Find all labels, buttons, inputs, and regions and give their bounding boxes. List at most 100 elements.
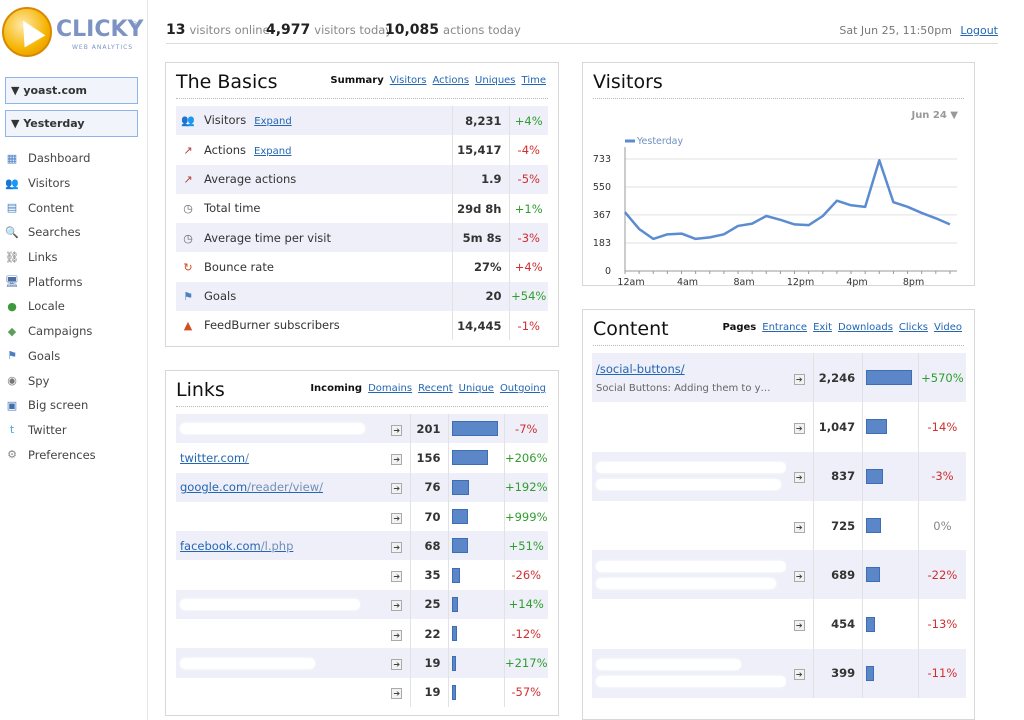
data-point[interactable] <box>877 158 882 163</box>
basics-row[interactable]: ◷ Average time per visit 5m 8s -3% <box>176 223 548 253</box>
content-row[interactable]: /social-buttons/Social Buttons: Adding t… <box>592 353 966 403</box>
content-tab-clicks[interactable]: Clicks <box>898 322 928 333</box>
data-point[interactable] <box>665 232 670 237</box>
link-row[interactable]: twitter.com/ ➔ 156 +206% <box>176 443 548 473</box>
referrer-link[interactable]: google.com/reader/view/ <box>180 480 323 494</box>
basics-tab-summary[interactable]: Summary <box>330 75 384 86</box>
data-point[interactable] <box>820 213 825 218</box>
data-point[interactable] <box>806 223 811 228</box>
content-row[interactable]: ➔ 1,047 -14% <box>592 402 966 452</box>
link-row[interactable]: ➔ 201 -7% <box>176 414 548 444</box>
data-point[interactable] <box>849 203 854 208</box>
basics-row[interactable]: ↗ Actions Expand 15,417 -4% <box>176 135 548 165</box>
link-row[interactable]: ➔ 35 -26% <box>176 560 548 590</box>
visitors-online-stat[interactable]: 13 visitors online <box>166 22 270 38</box>
nav-item-content[interactable]: ▤ Content <box>4 195 96 220</box>
referrer-link[interactable]: facebook.com/l.php <box>180 539 293 553</box>
data-point[interactable] <box>721 232 726 237</box>
clicky-logo[interactable]: CLICKY ® WEB ANALYTICS <box>2 7 143 59</box>
nav-item-dashboard[interactable]: ▦ Dashboard <box>4 146 96 171</box>
visitors-today-stat[interactable]: 4,977 visitors today <box>266 22 392 38</box>
basics-tab-time[interactable]: Time <box>521 75 546 86</box>
basics-row[interactable]: ↻ Bounce rate 27% +4% <box>176 252 548 282</box>
links-tab-recent[interactable]: Recent <box>418 383 453 394</box>
data-point[interactable] <box>736 223 741 228</box>
link-row[interactable]: ➔ 25 +14% <box>176 589 548 620</box>
outbound-arrow-icon[interactable]: ➔ <box>793 472 805 484</box>
data-point[interactable] <box>679 231 684 236</box>
data-point[interactable] <box>637 226 642 231</box>
nav-item-big-screen[interactable]: ▣ Big screen <box>4 393 96 418</box>
data-point[interactable] <box>693 236 698 241</box>
outbound-arrow-icon[interactable]: ➔ <box>391 512 403 524</box>
nav-item-spy[interactable]: ◉ Spy <box>4 368 96 393</box>
outbound-arrow-icon[interactable]: ➔ <box>793 669 805 681</box>
outbound-arrow-icon[interactable]: ➔ <box>391 424 403 436</box>
outbound-arrow-icon[interactable]: ➔ <box>391 483 403 495</box>
data-point[interactable] <box>778 217 783 222</box>
data-point[interactable] <box>905 204 910 209</box>
content-tab-downloads[interactable]: Downloads <box>838 322 893 333</box>
link-row[interactable]: google.com/reader/view/ ➔ 76 +192% <box>176 472 548 502</box>
link-row[interactable]: facebook.com/l.php ➔ 68 +51% <box>176 531 548 561</box>
content-row[interactable]: ➔ 399 -11% <box>592 648 966 699</box>
outbound-arrow-icon[interactable]: ➔ <box>391 600 403 612</box>
outbound-arrow-icon[interactable]: ➔ <box>793 422 805 434</box>
link-row[interactable]: ➔ 19 -57% <box>176 677 548 707</box>
basics-tab-uniques[interactable]: Uniques <box>475 75 516 86</box>
expand-link[interactable]: Expand <box>254 145 292 157</box>
basics-row[interactable]: ↗ Average actions 1.9 -5% <box>176 164 548 194</box>
content-row[interactable]: ➔ 837 -3% <box>592 451 966 501</box>
data-point[interactable] <box>651 236 656 241</box>
basics-row[interactable]: 👥 Visitors Expand 8,231 +4% <box>176 106 548 136</box>
link-row[interactable]: ➔ 70 +999% <box>176 501 548 532</box>
outbound-arrow-icon[interactable]: ➔ <box>391 541 403 553</box>
data-point[interactable] <box>764 213 769 218</box>
nav-item-links[interactable]: ⛓ Links <box>4 245 96 270</box>
content-row[interactable]: ➔ 725 0% <box>592 500 966 551</box>
links-tab-domains[interactable]: Domains <box>368 383 413 394</box>
link-row[interactable]: ➔ 22 -12% <box>176 619 548 649</box>
data-point[interactable] <box>891 200 896 205</box>
content-tab-entrance[interactable]: Entrance <box>762 322 808 333</box>
data-point[interactable] <box>623 210 628 215</box>
data-point[interactable] <box>919 210 924 215</box>
basics-row[interactable]: ⚑ Goals 20 +54% <box>176 281 548 312</box>
nav-item-goals[interactable]: ⚑ Goals <box>4 344 96 369</box>
content-row[interactable]: ➔ 689 -22% <box>592 550 966 600</box>
data-point[interactable] <box>933 216 938 221</box>
data-point[interactable] <box>863 204 868 209</box>
outbound-arrow-icon[interactable]: ➔ <box>793 620 805 632</box>
nav-item-visitors[interactable]: 👥 Visitors <box>4 171 96 196</box>
site-selector[interactable]: ▼ yoast.com <box>5 77 138 104</box>
chart-date-select[interactable]: Jun 24 ▼ <box>911 110 958 121</box>
outbound-arrow-icon[interactable]: ➔ <box>793 521 805 533</box>
logout-link[interactable]: Logout <box>960 24 998 37</box>
links-tab-incoming[interactable]: Incoming <box>310 383 363 394</box>
link-row[interactable]: ➔ 19 +217% <box>176 648 548 678</box>
basics-tab-visitors[interactable]: Visitors <box>389 75 427 86</box>
basics-row[interactable]: ◷ Total time 29d 8h +1% <box>176 193 548 224</box>
nav-item-twitter[interactable]: t Twitter <box>4 418 96 443</box>
data-point[interactable] <box>707 235 712 240</box>
nav-item-campaigns[interactable]: ◆ Campaigns <box>4 319 96 344</box>
date-range-selector[interactable]: ▼ Yesterday <box>5 110 138 137</box>
basics-tab-actions[interactable]: Actions <box>432 75 470 86</box>
nav-item-locale[interactable]: ● Locale <box>4 294 96 319</box>
outbound-arrow-icon[interactable]: ➔ <box>793 373 805 385</box>
nav-item-preferences[interactable]: ⚙ Preferences <box>4 442 96 467</box>
actions-today-stat[interactable]: 10,085 actions today <box>385 22 521 38</box>
nav-item-platforms[interactable]: 🖥 Platforms <box>4 269 96 294</box>
outbound-arrow-icon[interactable]: ➔ <box>391 571 403 583</box>
outbound-arrow-icon[interactable]: ➔ <box>391 629 403 641</box>
outbound-arrow-icon[interactable]: ➔ <box>793 570 805 582</box>
outbound-arrow-icon[interactable]: ➔ <box>391 453 403 465</box>
data-point[interactable] <box>947 222 952 227</box>
referrer-link[interactable]: twitter.com/ <box>180 451 249 465</box>
outbound-arrow-icon[interactable]: ➔ <box>391 659 403 671</box>
nav-item-searches[interactable]: 🔍 Searches <box>4 220 96 245</box>
outbound-arrow-icon[interactable]: ➔ <box>391 688 403 700</box>
content-tab-exit[interactable]: Exit <box>813 322 832 333</box>
links-tab-outgoing[interactable]: Outgoing <box>499 383 546 394</box>
data-point[interactable] <box>750 221 755 226</box>
